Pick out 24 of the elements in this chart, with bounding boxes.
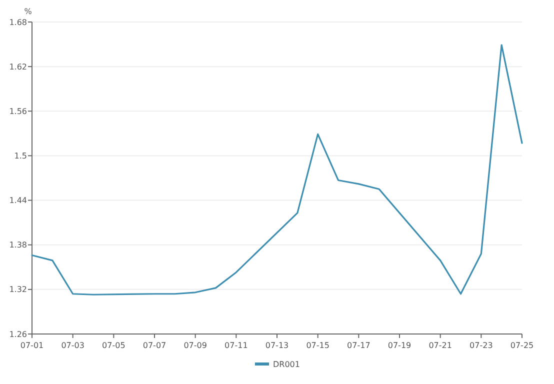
y-tick-label: 1.62 bbox=[9, 62, 27, 72]
x-tick-label: 07-15 bbox=[306, 341, 330, 350]
y-tick-label: 1.44 bbox=[9, 196, 27, 206]
x-tick-label: 07-19 bbox=[388, 341, 412, 350]
y-tick-label: 1.38 bbox=[9, 240, 27, 250]
x-tick-label: 07-05 bbox=[102, 341, 126, 350]
x-tick-label: 07-03 bbox=[61, 341, 84, 350]
x-tick-label: 07-25 bbox=[510, 341, 534, 350]
legend-label: DR001 bbox=[273, 360, 300, 369]
y-tick-label: 1.68 bbox=[9, 18, 27, 27]
x-tick-label: 07-09 bbox=[184, 341, 207, 350]
line-series bbox=[31, 44, 523, 296]
x-tick-label: 07-11 bbox=[224, 341, 248, 350]
x-tick-label: 07-01 bbox=[20, 341, 44, 350]
x-tick-label: 07-07 bbox=[142, 341, 166, 350]
y-tick-label: 1.56 bbox=[9, 106, 27, 116]
x-tick-label: 07-13 bbox=[265, 341, 289, 350]
y-axis-title: % bbox=[24, 7, 32, 16]
x-tick-label: 07-21 bbox=[428, 341, 452, 350]
x-tick-label: 07-23 bbox=[470, 341, 493, 350]
y-tick-label: 1.5 bbox=[14, 152, 27, 161]
y-tick-label: 1.32 bbox=[9, 285, 27, 294]
x-tick-label: 07-17 bbox=[347, 341, 370, 350]
y-tick-label: 1.26 bbox=[9, 330, 27, 339]
